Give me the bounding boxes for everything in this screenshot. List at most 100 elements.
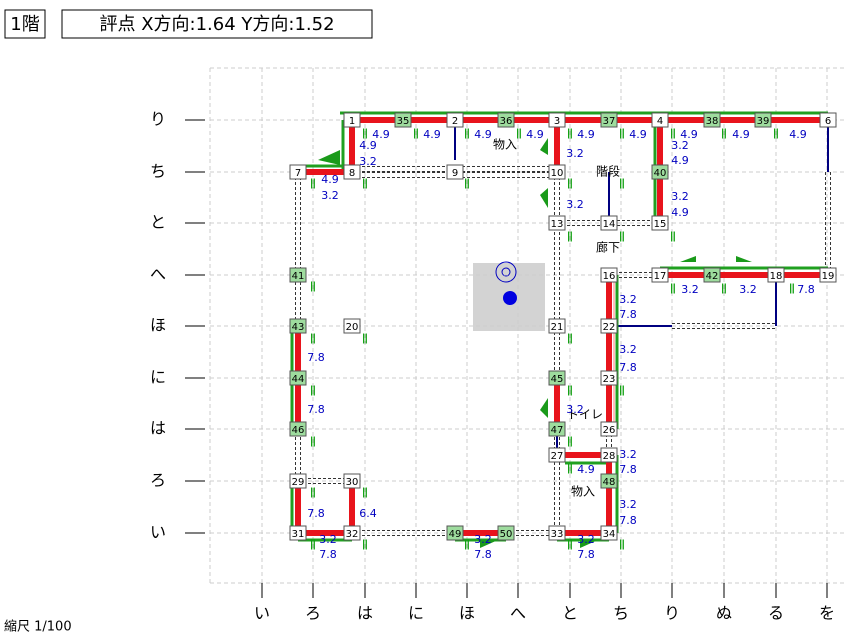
grade-label: Ⅱ xyxy=(310,333,316,348)
score: 評点 X方向:1.64 Y方向:1.52 xyxy=(99,14,334,35)
node-label: 7 xyxy=(295,168,301,179)
row-label: と xyxy=(150,213,166,232)
grade-label: Ⅱ xyxy=(567,385,573,400)
node-box xyxy=(600,267,618,283)
col-label: ち xyxy=(613,604,629,623)
node-label: 49 xyxy=(449,529,462,540)
col-label: に xyxy=(408,604,424,623)
node-box xyxy=(651,112,669,128)
node-label: 38 xyxy=(706,116,719,127)
strength-label: 3.2 xyxy=(359,155,377,168)
node-label: 28 xyxy=(603,451,616,462)
node-label: 30 xyxy=(346,477,359,488)
row-label: ち xyxy=(150,162,166,181)
strength-label: 4.9 xyxy=(577,463,595,476)
node-box xyxy=(548,525,566,541)
grade-label: Ⅱ xyxy=(362,539,368,554)
node-label: 14 xyxy=(603,219,616,230)
node-box xyxy=(651,215,669,231)
grade-label: Ⅱ xyxy=(310,487,316,502)
row-label: ろ xyxy=(150,471,166,490)
grade-label: Ⅱ xyxy=(567,231,573,246)
node-label: 40 xyxy=(654,168,667,179)
node-box xyxy=(343,318,361,334)
strength-label: 3.2 xyxy=(619,498,637,511)
center-mark xyxy=(495,261,517,283)
node-label: 4 xyxy=(657,116,663,127)
node-box xyxy=(289,421,307,437)
node-label: 13 xyxy=(551,219,564,230)
node-box xyxy=(703,267,721,283)
brace-mark xyxy=(540,398,548,418)
node-box xyxy=(600,525,618,541)
brace-mark xyxy=(680,256,696,262)
room-label: 物入 xyxy=(571,485,595,499)
strength-label: 4.9 xyxy=(423,128,441,141)
node-label: 41 xyxy=(292,271,305,282)
node-label: 45 xyxy=(551,374,564,385)
node-box xyxy=(767,267,785,283)
strength-label: 3.2 xyxy=(619,343,637,356)
grade-label: Ⅱ xyxy=(567,539,573,554)
node-label: 43 xyxy=(292,322,305,333)
row-label: は xyxy=(150,419,166,438)
col-label: は xyxy=(357,604,373,623)
grade-label: Ⅱ xyxy=(670,231,676,246)
grade-label: Ⅱ xyxy=(619,539,625,554)
floor-box xyxy=(4,9,46,39)
grade-label: Ⅱ xyxy=(310,281,316,296)
col-label: ぬ xyxy=(716,604,732,623)
node-box xyxy=(548,112,566,128)
grade-label: Ⅱ xyxy=(464,178,470,193)
strength-label: 7.8 xyxy=(319,548,337,561)
grade-label: Ⅱ xyxy=(567,178,573,193)
grade-label: Ⅱ xyxy=(362,128,368,143)
strength-label: 4.9 xyxy=(671,206,689,219)
node-box xyxy=(600,318,618,334)
node-label: 21 xyxy=(551,322,564,333)
row-label: り xyxy=(150,110,166,129)
node-box xyxy=(703,112,721,128)
floor: 1階 xyxy=(10,14,39,35)
node-box xyxy=(548,164,566,180)
grade-label: Ⅱ xyxy=(567,333,573,348)
col-label: と xyxy=(562,604,578,623)
brace-mark xyxy=(540,188,548,208)
col-label: る xyxy=(768,604,784,623)
grade-label: Ⅱ xyxy=(619,178,625,193)
node-box xyxy=(289,525,307,541)
node-label: 35 xyxy=(397,116,410,127)
grade-label: Ⅱ xyxy=(413,128,419,143)
node-box xyxy=(343,525,361,541)
strength-label: 4.9 xyxy=(359,139,377,152)
strength-label: 3.2 xyxy=(577,533,595,546)
strength-label: 4.9 xyxy=(789,128,807,141)
grade-label: Ⅱ xyxy=(464,539,470,554)
grade-label: Ⅱ xyxy=(362,178,368,193)
node-box xyxy=(600,447,618,463)
strength-label: 7.8 xyxy=(619,308,637,321)
grade-label: Ⅱ xyxy=(310,436,316,451)
node-label: 27 xyxy=(551,451,564,462)
strength-label: 4.9 xyxy=(577,128,595,141)
node-label: 44 xyxy=(292,374,305,385)
strength-label: 4.9 xyxy=(372,128,390,141)
strength-label: 3.2 xyxy=(566,403,584,416)
node-label: 39 xyxy=(757,116,770,127)
node-label: 26 xyxy=(603,425,616,436)
row-label: へ xyxy=(150,265,166,284)
node-label: 22 xyxy=(603,322,616,333)
room-label: トイレ xyxy=(567,408,603,422)
strength-label: 3.2 xyxy=(619,448,637,461)
grade-label: Ⅱ xyxy=(619,231,625,246)
node-box xyxy=(600,421,618,437)
grade-label: Ⅱ xyxy=(516,128,522,143)
strength-label: 4.9 xyxy=(732,128,750,141)
strength-label: 6.4 xyxy=(359,507,377,520)
score-box xyxy=(61,9,373,39)
strength-label: 7.8 xyxy=(474,548,492,561)
node-box xyxy=(548,370,566,386)
node-box xyxy=(497,112,515,128)
